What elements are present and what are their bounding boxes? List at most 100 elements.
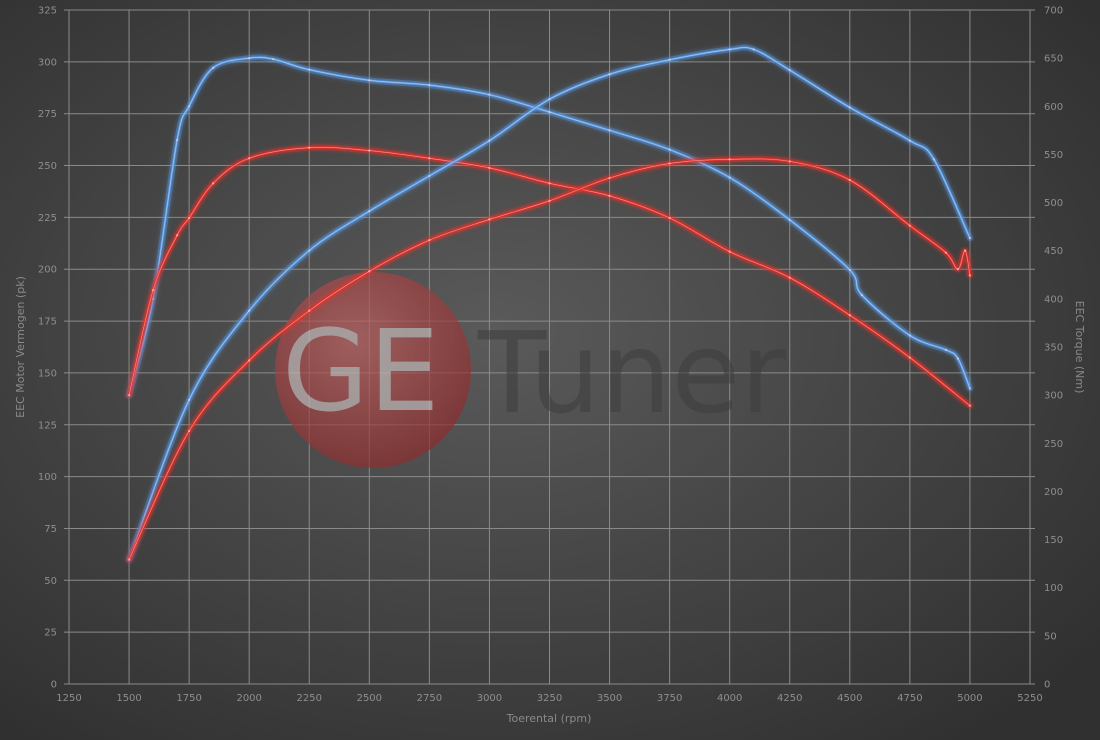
y-right-tick-label: 400 [1044, 294, 1063, 305]
y-left-tick-label: 200 [38, 265, 57, 276]
data-point [788, 218, 791, 222]
data-point [608, 129, 611, 132]
y-right-tick-label: 150 [1044, 535, 1063, 546]
data-point [428, 174, 431, 178]
data-point [728, 176, 731, 179]
y-right-tick-label: 350 [1044, 343, 1063, 354]
y-left-tick-label: 100 [38, 472, 57, 483]
data-point [488, 93, 491, 96]
data-point [211, 182, 215, 185]
x-tick-label: 3750 [657, 693, 682, 704]
data-point [247, 359, 251, 362]
data-point [968, 236, 972, 240]
data-point [211, 66, 215, 69]
x-tick-label: 4500 [837, 693, 862, 704]
series-lines [126, 44, 973, 563]
data-point [932, 158, 936, 161]
x-tick-label: 1250 [56, 693, 81, 704]
data-point [247, 309, 251, 312]
x-axis-title: Toerental (rpm) [506, 712, 592, 725]
data-point [187, 398, 191, 402]
data-point [175, 234, 179, 237]
x-tick-label: 1750 [176, 693, 201, 704]
data-point [908, 224, 912, 227]
y-right-tick-label: 600 [1044, 102, 1063, 113]
y-right-tick-label: 200 [1044, 487, 1063, 498]
axis-ticks: 1250 1500 1750 2000 2250 2500 2750 3000 3250 3500… [38, 6, 1063, 705]
data-point [848, 268, 852, 272]
x-tick-label: 3000 [477, 693, 502, 704]
data-point [608, 194, 611, 198]
data-point [428, 157, 431, 160]
y-left-tick-label: 150 [38, 368, 57, 379]
data-point [608, 176, 611, 180]
data-point [548, 97, 551, 101]
data-point [247, 56, 251, 60]
data-point [608, 73, 611, 76]
x-tick-label: 2500 [357, 693, 382, 704]
data-point [127, 558, 131, 561]
data-point [944, 348, 948, 352]
y-right-tick-label: 300 [1044, 391, 1063, 402]
x-tick-label: 4750 [897, 693, 922, 704]
data-point [308, 249, 311, 252]
data-point [368, 209, 371, 213]
data-point [187, 429, 191, 433]
data-point [908, 356, 912, 359]
y-left-tick-label: 250 [38, 161, 57, 172]
data-point [488, 218, 491, 221]
data-point [728, 250, 731, 253]
data-point [968, 274, 972, 277]
grid [64, 9, 1035, 685]
data-point [668, 58, 671, 61]
y-left-tick-label: 0 [51, 680, 57, 691]
data-point [668, 216, 671, 220]
data-point [788, 276, 791, 279]
data-point [308, 146, 311, 149]
data-point [860, 293, 864, 297]
x-tick-label: 4000 [717, 693, 742, 704]
x-tick-label: 2750 [417, 693, 442, 704]
data-point [788, 68, 791, 72]
data-point [308, 68, 311, 71]
y-left-tick-label: 175 [38, 317, 57, 328]
data-point [968, 387, 972, 390]
data-point [175, 138, 179, 142]
x-tick-label: 3250 [537, 693, 562, 704]
x-tick-label: 3500 [597, 693, 622, 704]
y-right-tick-label: 250 [1044, 439, 1063, 450]
y-left-tick-label: 300 [38, 57, 57, 68]
data-point [848, 178, 852, 182]
data-point [187, 105, 191, 108]
data-point [788, 160, 791, 163]
data-point [187, 216, 191, 220]
data-point [127, 393, 131, 397]
watermark-logo: GE Tuner [275, 272, 787, 468]
data-point [151, 288, 155, 292]
y-axis-right-title: EEC Torque (Nm) [1073, 301, 1086, 394]
data-point [963, 249, 967, 252]
data-point [488, 166, 491, 170]
data-point [368, 270, 371, 273]
data-point [548, 199, 551, 202]
y-left-tick-label: 75 [44, 524, 57, 535]
y-right-tick-label: 450 [1044, 246, 1063, 257]
x-tick-label: 5250 [1017, 693, 1042, 704]
data-point [368, 79, 371, 82]
data-point [752, 48, 755, 51]
y-right-tick-label: 700 [1044, 6, 1063, 17]
data-point [728, 48, 731, 51]
data-point [728, 158, 731, 161]
series-highlight-1 [128, 147, 971, 406]
data-point [668, 162, 671, 165]
y-axis-left-title: EEC Motor Vermogen (pk) [14, 276, 27, 418]
data-point [368, 149, 371, 152]
data-point [548, 110, 551, 114]
x-tick-label: 5000 [957, 693, 982, 704]
y-right-tick-label: 650 [1044, 54, 1063, 65]
y-left-tick-label: 25 [44, 628, 57, 639]
x-tick-label: 2250 [297, 693, 322, 704]
svg-text:GE: GE [282, 307, 440, 437]
data-point [488, 139, 491, 142]
y-right-tick-label: 550 [1044, 150, 1063, 161]
